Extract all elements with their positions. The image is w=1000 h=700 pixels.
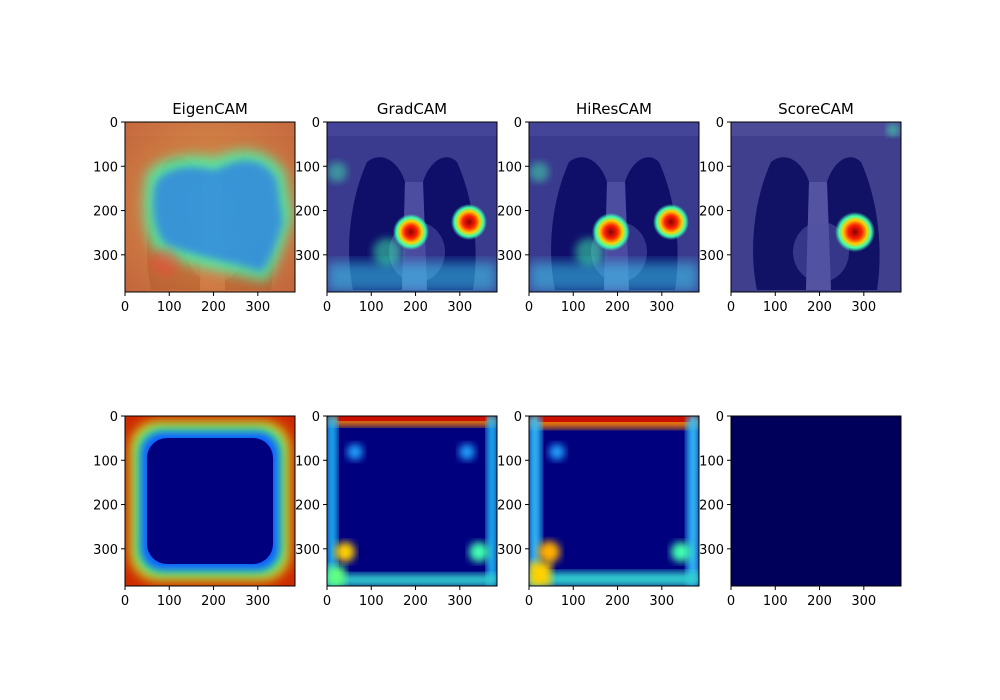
panel-title: GradCAM	[377, 100, 447, 118]
y-tick-label: 200	[497, 205, 522, 220]
panel-row1-col1: EigenCAM 0 100 200 300 0 100 200 300	[93, 100, 296, 315]
y-tick-label: 100	[93, 160, 118, 175]
panel-row1-col3: HiResCAM 0 100 200 300 0 100 200 300	[497, 100, 700, 315]
x-tick-label: 0	[727, 300, 735, 315]
x-tick-label: 0	[121, 594, 129, 609]
y-tick-label: 300	[93, 249, 118, 264]
y-tick-label: 100	[93, 454, 118, 469]
x-tick-label: 200	[807, 300, 832, 315]
panel-frame	[326, 415, 498, 587]
x-tick-label: 200	[403, 300, 428, 315]
x-tick-label: 100	[359, 594, 384, 609]
panel-row2-col3: 0 100 200 300 0 100 200 300	[497, 410, 700, 609]
x-tick-label: 300	[851, 300, 876, 315]
y-tick-label: 0	[312, 116, 320, 131]
x-tick-label: 100	[561, 594, 586, 609]
x-tick-label: 0	[323, 594, 331, 609]
y-tick-label: 200	[699, 205, 724, 220]
x-tick-label: 200	[605, 300, 630, 315]
y-tick-label: 200	[497, 499, 522, 514]
x-tick-label: 300	[447, 594, 472, 609]
panel-title: EigenCAM	[172, 100, 248, 118]
panel-frame	[124, 415, 296, 587]
y-tick-label: 100	[295, 160, 320, 175]
panel-row2-col1: 0 100 200 300 0 100 200 300	[93, 410, 296, 609]
panel-image	[529, 416, 699, 586]
y-tick-label: 100	[497, 454, 522, 469]
x-tick-label: 300	[245, 300, 270, 315]
x-tick-label: 200	[201, 594, 226, 609]
x-tick-label: 100	[157, 300, 182, 315]
x-tick-label: 300	[649, 594, 674, 609]
x-tick-label: 100	[157, 594, 182, 609]
panel-image	[529, 122, 699, 292]
y-tick-label: 100	[497, 160, 522, 175]
x-tick-label: 0	[323, 300, 331, 315]
panel-image	[327, 122, 497, 292]
panel-title: HiResCAM	[576, 100, 652, 118]
y-tick-label: 0	[514, 410, 522, 425]
x-tick-label: 0	[525, 594, 533, 609]
panel-image	[125, 122, 295, 292]
x-tick-label: 300	[649, 300, 674, 315]
panel-frame	[528, 415, 700, 587]
y-tick-label: 200	[93, 205, 118, 220]
y-tick-label: 0	[514, 116, 522, 131]
panel-frame	[528, 121, 700, 293]
y-tick-label: 300	[295, 543, 320, 558]
x-tick-label: 200	[201, 300, 226, 315]
y-tick-label: 100	[699, 160, 724, 175]
y-tick-label: 300	[93, 543, 118, 558]
y-tick-label: 200	[699, 499, 724, 514]
panel-grid: EigenCAM 0 100 200 300 0 100 200 300 GradCAM 0 100 2…	[93, 100, 902, 609]
panel-frame	[124, 121, 296, 293]
x-tick-label: 100	[359, 300, 384, 315]
x-tick-label: 0	[727, 594, 735, 609]
x-tick-label: 300	[447, 300, 472, 315]
x-tick-label: 300	[245, 594, 270, 609]
x-tick-label: 100	[561, 300, 586, 315]
y-tick-label: 300	[295, 249, 320, 264]
y-tick-label: 200	[295, 205, 320, 220]
x-tick-label: 200	[807, 594, 832, 609]
panel-image	[731, 416, 901, 586]
y-tick-label: 100	[699, 454, 724, 469]
panel-row2-col2: 0 100 200 300 0 100 200 300	[295, 410, 498, 609]
x-tick-label: 200	[403, 594, 428, 609]
y-tick-label: 200	[93, 499, 118, 514]
y-tick-label: 300	[497, 249, 522, 264]
x-tick-label: 0	[121, 300, 129, 315]
x-tick-label: 100	[763, 594, 788, 609]
panel-image	[327, 416, 497, 586]
y-tick-label: 100	[295, 454, 320, 469]
panel-row1-col4: ScoreCAM 0 100 200 300 0 100 200 300	[699, 100, 902, 315]
panel-image	[125, 416, 295, 586]
panel-title: ScoreCAM	[778, 100, 854, 118]
panel-frame	[730, 121, 902, 293]
panel-row2-col4: 0 100 200 300 0 100 200 300	[699, 410, 902, 609]
y-tick-label: 0	[716, 116, 724, 131]
y-tick-label: 0	[312, 410, 320, 425]
x-tick-label: 300	[851, 594, 876, 609]
panel-image	[731, 122, 901, 292]
y-tick-label: 300	[497, 543, 522, 558]
y-tick-label: 300	[699, 249, 724, 264]
x-tick-label: 200	[605, 594, 630, 609]
panel-row1-col2: GradCAM 0 100 200 300 0 100 200 300	[295, 100, 498, 315]
y-tick-label: 0	[110, 116, 118, 131]
y-tick-label: 0	[716, 410, 724, 425]
panel-frame	[326, 121, 498, 293]
panel-frame	[730, 415, 902, 587]
y-tick-label: 200	[295, 499, 320, 514]
y-tick-label: 0	[110, 410, 118, 425]
x-tick-label: 100	[763, 300, 788, 315]
y-tick-label: 300	[699, 543, 724, 558]
x-tick-label: 0	[525, 300, 533, 315]
